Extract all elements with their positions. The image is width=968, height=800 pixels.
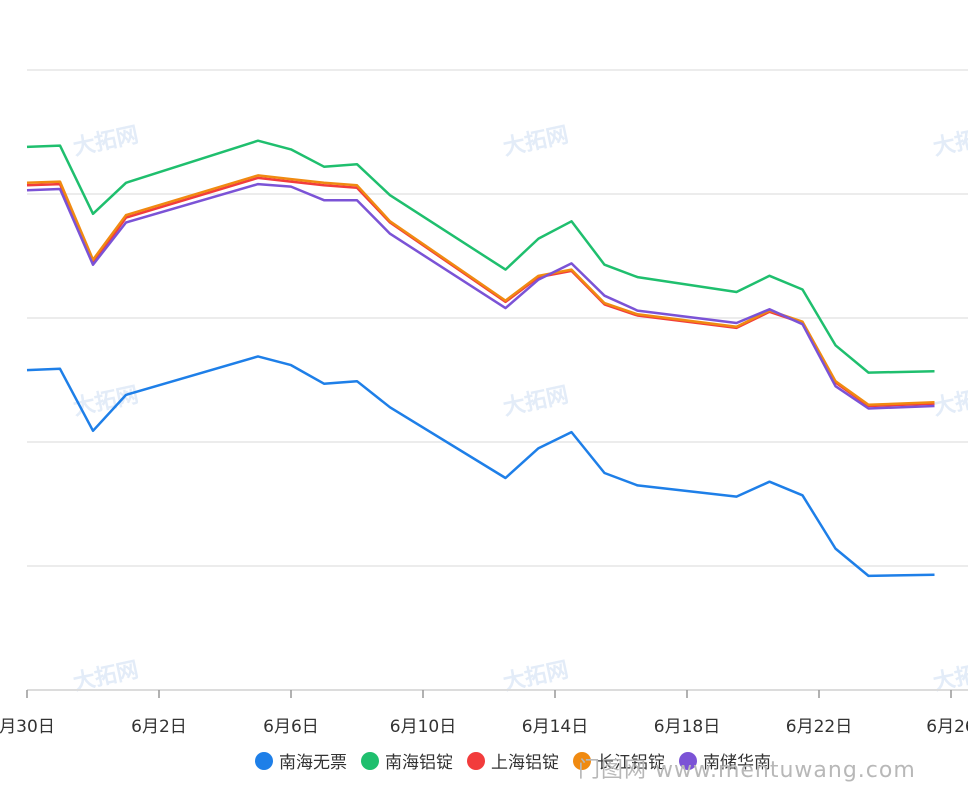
watermark-text: 大拓网: [71, 123, 141, 161]
series-line: [26, 174, 935, 407]
legend-item[interactable]: 南海无票: [255, 748, 347, 773]
watermark-text: 大拓网: [931, 123, 968, 161]
legend-label: 南储华南: [703, 753, 771, 773]
legend-item[interactable]: 上海铝锭: [467, 748, 559, 773]
series-line: [26, 182, 935, 410]
x-tick-label: 6月14日: [522, 717, 588, 737]
watermark-text: 大拓网: [501, 123, 571, 161]
watermark-text: 大拓网: [931, 383, 968, 421]
x-tick-label: 6月22日: [786, 717, 852, 737]
footer-watermark: 门图网 www.mentuwang.com: [578, 758, 916, 783]
legend-item[interactable]: 长江铝锭: [573, 748, 665, 773]
legend-label: 南海无票: [279, 753, 347, 773]
grid-lines: [27, 69, 968, 567]
series-line: [26, 355, 935, 578]
series-line: [26, 139, 935, 374]
series-lines: [26, 139, 935, 578]
watermark-text: 大拓网: [501, 383, 571, 421]
legend-marker: [361, 751, 379, 770]
legend: 南海无票 南海铝锭 上海铝锭 长江铝锭 南储华南: [255, 748, 771, 773]
x-tick-label: 月30日: [0, 717, 55, 737]
legend-label: 南海铝锭: [385, 753, 453, 773]
legend-item[interactable]: 南储华南: [679, 748, 771, 773]
legend-marker: [573, 751, 591, 770]
legend-marker: [255, 751, 273, 770]
x-tick-label: 6月18日: [654, 717, 720, 737]
legend-item[interactable]: 南海铝锭: [361, 748, 453, 773]
legend-marker: [467, 751, 485, 770]
legend-label: 长江铝锭: [597, 753, 665, 773]
x-axis: 月30日 6月2日 6月6日 6月10日 6月14日 6月18日 6月22日 6月26: [0, 689, 968, 737]
x-tick-label: 6月2日: [131, 717, 187, 737]
x-tick-label: 6月6日: [263, 717, 319, 737]
x-tick-label: 6月10日: [390, 717, 456, 737]
x-tick-label: 6月26: [926, 717, 968, 737]
legend-marker: [679, 751, 697, 770]
legend-label: 上海铝锭: [491, 753, 559, 773]
